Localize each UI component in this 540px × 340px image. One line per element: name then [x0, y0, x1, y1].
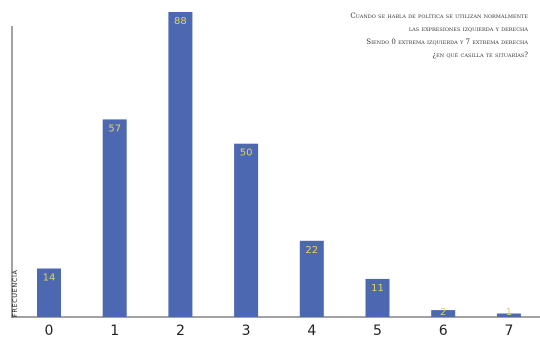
x-tick-label-4: 4 — [307, 323, 316, 339]
chart-title: Cuando se habla de política se utilizan … — [350, 12, 528, 59]
x-tick-label-7: 7 — [504, 323, 513, 339]
title-line-2: las expresiones izquierda y derecha — [409, 25, 529, 33]
bar-labels-group: 14 57 88 50 22 11 2 1 — [43, 16, 512, 318]
bar-value-label-4: 22 — [305, 245, 318, 256]
bar-3 — [234, 143, 259, 317]
bar-value-label-6: 2 — [440, 307, 446, 318]
bar-1 — [102, 119, 127, 318]
x-tick-label-2: 2 — [176, 323, 185, 339]
bar-4 — [299, 240, 324, 318]
bar-value-label-2: 88 — [174, 16, 187, 27]
bar-value-label-3: 50 — [240, 148, 253, 159]
bar-value-label-5: 11 — [371, 283, 384, 294]
x-tick-label-6: 6 — [439, 323, 448, 339]
bar-5 — [365, 278, 390, 317]
bars-group — [37, 12, 521, 318]
bar-6 — [431, 310, 456, 317]
x-tick-label-5: 5 — [373, 323, 382, 339]
y-axis-label: FRECUENCIA — [11, 269, 19, 317]
bar-value-label-1: 57 — [108, 123, 121, 134]
title-line-1: Cuando se habla de política se utilizan … — [350, 12, 528, 20]
bar-7 — [496, 313, 521, 317]
title-line-4: ¿en qué casilla te situarías? — [432, 51, 528, 59]
bar-value-label-0: 14 — [43, 273, 56, 284]
title-line-3: Siendo 0 extrema izquierda y 7 extrema d… — [366, 38, 528, 46]
bar-0 — [37, 268, 61, 317]
x-tick-labels-group: 0 1 2 3 4 5 6 7 — [45, 323, 514, 339]
bar-2 — [168, 12, 193, 317]
bar-value-label-7: 1 — [506, 307, 512, 318]
x-tick-label-3: 3 — [242, 323, 251, 339]
x-tick-label-0: 0 — [45, 323, 54, 339]
x-tick-label-1: 1 — [110, 323, 119, 339]
